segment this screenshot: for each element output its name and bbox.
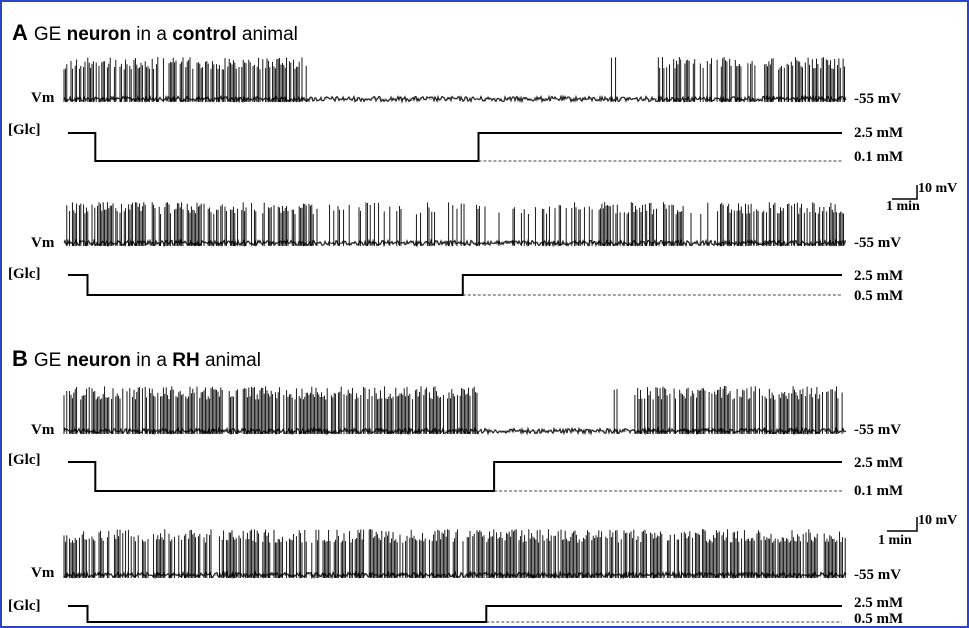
a2-glc-label: [Glc] [8,266,41,282]
a1-vm-spikes [63,57,845,102]
b1-vm-level: -55 mV [854,422,902,438]
a-scale-horizontal: 1 min [886,199,920,214]
b-scale-vertical: 10 mV [918,513,958,528]
panel-a-title-part-4: control [172,24,237,45]
panel-b-letter: B [12,346,28,371]
a2-glc-step-line [68,274,842,296]
b1-vm-label: Vm [31,422,55,438]
b1-glc-label: [Glc] [8,452,41,468]
panel-b-title-part-1: GE [33,350,67,371]
a2-vm-level: -55 mV [854,235,902,251]
panel-a-title-part-1: GE [33,24,67,45]
b1-vm-spikes [63,386,843,434]
a2-glc-low: 0.5 mM [854,288,904,304]
a1-glc-label: [Glc] [8,122,41,138]
a2-vm-label: Vm [31,235,55,251]
b1-glc-high: 2.5 mM [854,455,904,471]
a1-glc-high: 2.5 mM [854,125,904,141]
panel-b-title-part-3: in a [131,350,173,371]
b2-vm-level: -55 mV [854,567,902,583]
a1-glc-step-line [68,132,842,162]
a1-glc-low: 0.1 mM [854,149,904,165]
panel-b-title-part-5: animal [199,350,261,371]
a1-vm-label: Vm [31,90,55,106]
panel-a-title-part-2: neuron [66,24,132,45]
b-scale-bar [887,517,918,532]
a2-vm-spikes [66,202,844,246]
a-scale-bar [892,185,918,200]
panel-b-title-part-4: RH [172,350,200,371]
a2-glc-high: 2.5 mM [854,268,904,284]
a-scale-vertical: 10 mV [918,181,958,196]
b1-glc-step-line [68,461,842,492]
panel-b-title: B GE neuron in a RH animal [12,346,261,371]
panel-a-letter: A [12,20,28,45]
b2-glc-step-line [68,605,842,623]
b2-vm-label: Vm [31,565,55,581]
a1-vm-level: -55 mV [854,91,902,107]
a1-vm-baseline [63,94,847,104]
panel-a-title-part-3: in a [131,24,173,45]
panel-a-title-part-5: animal [236,24,298,45]
b1-glc-low: 0.1 mM [854,483,904,499]
b2-glc-low: 0.5 mM [854,611,904,627]
b-scale-horizontal: 1 min [878,533,912,548]
b2-glc-high: 2.5 mM [854,595,904,611]
panel-a-title: A GE neuron in a control animal [12,20,298,45]
panel-b-title-part-2: neuron [66,350,132,371]
b2-glc-label: [Glc] [8,598,41,614]
b2-vm-spikes [63,529,846,578]
